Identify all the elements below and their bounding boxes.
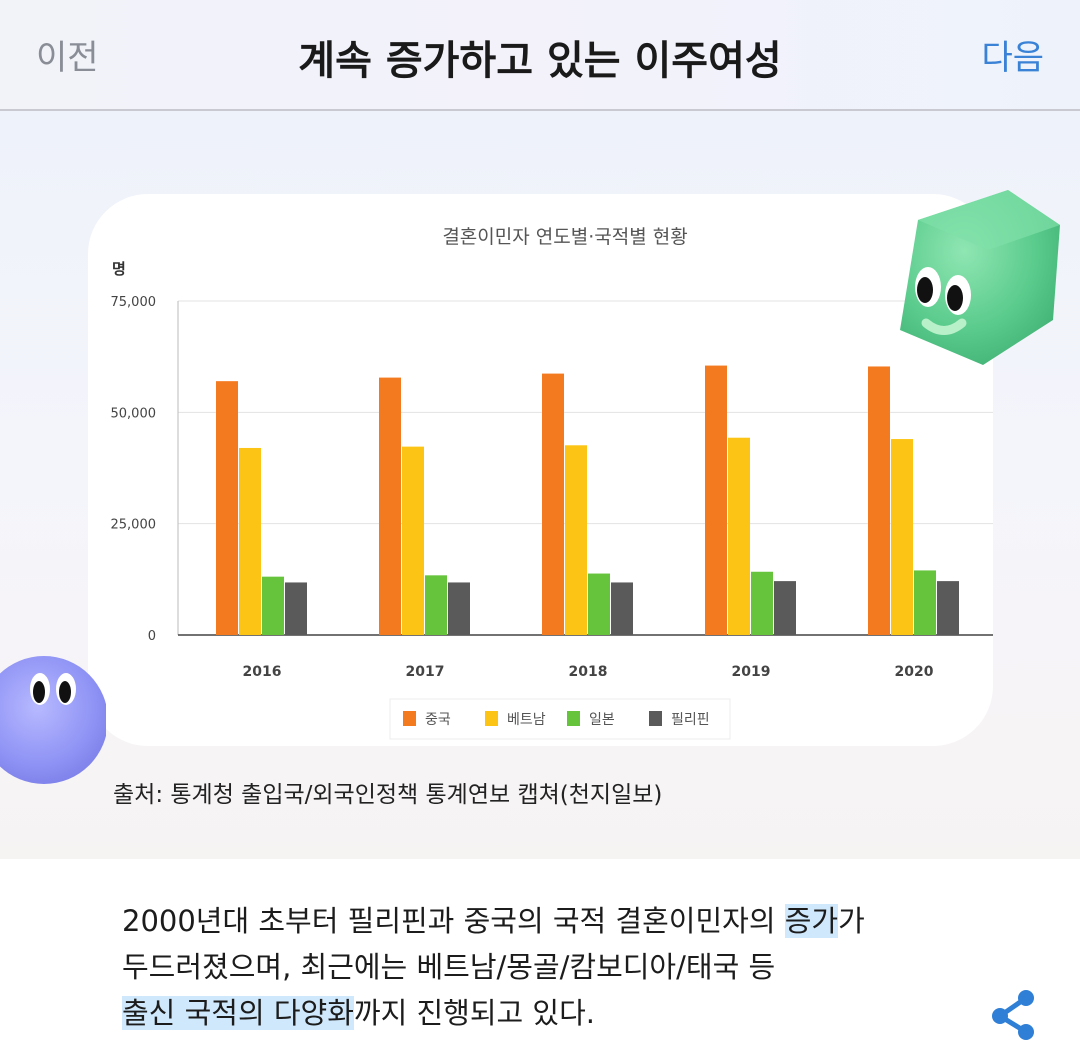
bar: [937, 581, 959, 635]
prev-button[interactable]: 이전: [36, 38, 99, 78]
bar: [891, 439, 913, 635]
x-tick-label: 2016: [243, 664, 282, 680]
legend-label: 필리핀: [671, 712, 710, 728]
bar: [285, 582, 307, 635]
x-tick-label: 2018: [569, 664, 608, 680]
legend-label: 중국: [425, 712, 451, 728]
bar: [751, 571, 773, 635]
y-tick-label: 75,000: [111, 295, 157, 310]
source-caption: 출처: 통계청 출입국/외국인정책 통계연보 캡쳐(천지일보): [113, 782, 663, 808]
top-nav-bar: 이전 계속 증가하고 있는 이주여성 다음: [0, 0, 1080, 111]
chart-title: 결혼이민자 연도별·국적별 현황: [442, 226, 687, 248]
y-tick-label: 50,000: [111, 406, 157, 421]
x-tick-label: 2020: [895, 664, 934, 680]
legend-swatch: [649, 711, 662, 726]
legend-label: 베트남: [507, 712, 546, 728]
bar: [565, 445, 587, 635]
legend-label: 일본: [589, 712, 615, 728]
highlight-increase: 증가: [784, 904, 839, 938]
bar: [379, 377, 401, 635]
y-tick-label: 25,000: [111, 518, 157, 533]
share-icon[interactable]: [988, 988, 1042, 1042]
legend-swatch: [567, 711, 580, 726]
legend-box: [389, 698, 731, 740]
legend-swatch: [485, 711, 498, 726]
x-tick-label: 2019: [732, 664, 771, 680]
bar: [588, 573, 610, 635]
bar: [914, 570, 936, 635]
bar: [239, 447, 261, 635]
next-button[interactable]: 다음: [981, 38, 1044, 78]
y-axis-unit: 명: [112, 260, 126, 278]
x-tick-label: 2017: [406, 664, 445, 680]
bar: [868, 366, 890, 635]
body-paragraph: 2000년대 초부터 필리핀과 중국의 국적 결혼이민자의 증가가 두드러졌으며…: [122, 898, 942, 1036]
green-fluffy-mascot: [900, 190, 1060, 365]
body-line1-text: 2000년대 초부터 필리핀과 중국의 국적 결혼이민자의: [122, 904, 785, 938]
purple-fluffy-mascot: [0, 656, 106, 784]
legend-swatch: [403, 711, 416, 726]
bar: [705, 365, 727, 635]
bar: [542, 373, 564, 635]
bar-chart: 결혼이민자 연도별·국적별 현황 명 2016 2017 2018 2019 2020 …: [111, 226, 993, 740]
bar: [262, 576, 284, 635]
highlight-diversification: 출신 국적의 다양화: [122, 996, 354, 1030]
bar: [728, 437, 750, 635]
bar: [774, 581, 796, 635]
body-line2-text: 두드러졌으며, 최근에는 베트남/몽골/캄보디아/태국 등: [122, 950, 776, 984]
bar: [402, 446, 424, 635]
body-line3-tail: 까지 진행되고 있다.: [353, 996, 595, 1030]
body-line1-tail: 가: [838, 904, 865, 938]
bar: [216, 381, 238, 635]
y-tick-label: 0: [148, 629, 156, 644]
page-title: 계속 증가하고 있는 이주여성: [298, 38, 782, 84]
bar: [448, 582, 470, 635]
bar: [425, 575, 447, 635]
bar: [611, 582, 633, 635]
chart-card: 결혼이민자 연도별·국적별 현황 명 2016 2017 2018 2019 2020 …: [88, 194, 993, 746]
